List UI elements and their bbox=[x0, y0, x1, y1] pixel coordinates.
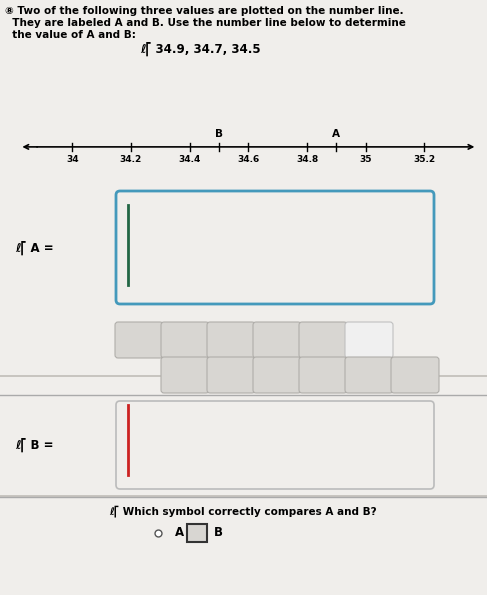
Text: 34.4: 34.4 bbox=[179, 155, 201, 164]
Text: ℓ⎡ B =: ℓ⎡ B = bbox=[15, 438, 54, 452]
Text: 34.6: 34.6 bbox=[237, 155, 260, 164]
Text: 2: 2 bbox=[187, 330, 191, 339]
Text: A: A bbox=[333, 129, 340, 139]
Text: x: x bbox=[179, 334, 185, 344]
Text: 🗑: 🗑 bbox=[182, 369, 188, 379]
Text: ℓ⎡ Which symbol correctly compares A and B?: ℓ⎡ Which symbol correctly compares A and… bbox=[109, 505, 377, 517]
FancyBboxPatch shape bbox=[207, 322, 255, 358]
Text: ✓: ✓ bbox=[363, 331, 375, 346]
FancyBboxPatch shape bbox=[207, 357, 255, 393]
FancyBboxPatch shape bbox=[345, 322, 393, 358]
Text: B: B bbox=[215, 129, 223, 139]
FancyBboxPatch shape bbox=[299, 357, 347, 393]
FancyBboxPatch shape bbox=[345, 357, 393, 393]
Text: f(x): f(x) bbox=[223, 334, 240, 344]
Text: ⑧ Two of the following three values are plotted on the number line.: ⑧ Two of the following three values are … bbox=[5, 6, 404, 16]
Text: 34.8: 34.8 bbox=[296, 155, 318, 164]
Text: A: A bbox=[175, 527, 184, 540]
Text: 34.2: 34.2 bbox=[120, 155, 142, 164]
FancyBboxPatch shape bbox=[115, 322, 163, 358]
Text: |x|: |x| bbox=[270, 369, 284, 379]
Text: (x): (x) bbox=[224, 369, 238, 379]
FancyBboxPatch shape bbox=[0, 0, 487, 375]
Text: 34: 34 bbox=[66, 155, 78, 164]
Text: the value of A and B:: the value of A and B: bbox=[5, 30, 136, 40]
Text: 35: 35 bbox=[359, 155, 372, 164]
Text: ℓ⎡ A =: ℓ⎡ A = bbox=[15, 241, 54, 255]
FancyBboxPatch shape bbox=[0, 497, 487, 595]
Text: X: X bbox=[136, 340, 142, 349]
FancyBboxPatch shape bbox=[391, 357, 439, 393]
Text: ⁿ√x: ⁿ√x bbox=[269, 334, 285, 344]
FancyBboxPatch shape bbox=[299, 322, 347, 358]
Text: Y: Y bbox=[136, 330, 142, 340]
FancyBboxPatch shape bbox=[116, 191, 434, 304]
Text: 35.2: 35.2 bbox=[413, 155, 435, 164]
FancyBboxPatch shape bbox=[253, 357, 301, 393]
FancyBboxPatch shape bbox=[253, 322, 301, 358]
FancyBboxPatch shape bbox=[0, 377, 487, 495]
Text: Xₙ: Xₙ bbox=[318, 334, 328, 344]
Text: ≥: ≥ bbox=[365, 369, 374, 379]
Text: π: π bbox=[412, 369, 418, 379]
Text: ℓ⎡ 34.9, 34.7, 34.5: ℓ⎡ 34.9, 34.7, 34.5 bbox=[140, 42, 261, 57]
Text: They are labeled A and B. Use the number line below to determine: They are labeled A and B. Use the number… bbox=[5, 18, 406, 28]
Text: B: B bbox=[214, 527, 223, 540]
FancyBboxPatch shape bbox=[161, 322, 209, 358]
FancyBboxPatch shape bbox=[161, 357, 209, 393]
Text: ≤: ≤ bbox=[318, 369, 327, 379]
FancyBboxPatch shape bbox=[116, 401, 434, 489]
FancyBboxPatch shape bbox=[187, 524, 207, 542]
